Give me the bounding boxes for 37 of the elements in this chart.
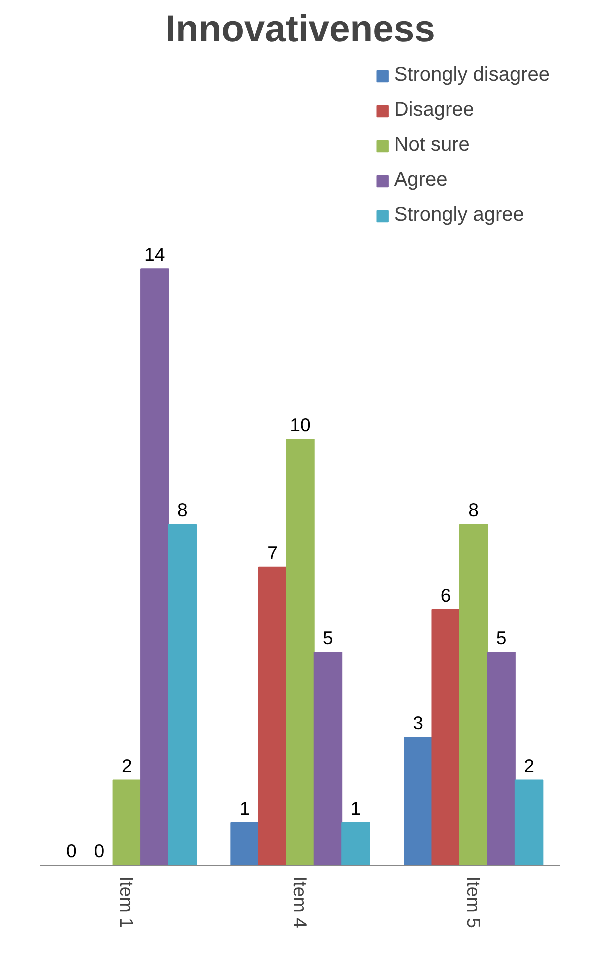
bar (459, 524, 488, 866)
data-label: 14 (144, 244, 166, 266)
bar (230, 822, 260, 866)
legend-label: Strongly disagree (394, 64, 550, 87)
bar (404, 737, 433, 866)
bar (286, 439, 315, 866)
data-label: 0 (94, 840, 105, 862)
bar (140, 268, 170, 866)
legend-label: Strongly agree (394, 204, 524, 227)
data-label: 8 (177, 500, 188, 521)
data-label: 1 (350, 798, 362, 819)
chart-title: Innovativeness (166, 8, 436, 50)
bar (258, 566, 288, 866)
data-label: 8 (468, 500, 480, 521)
data-label: 2 (524, 755, 535, 776)
data-label: 2 (122, 755, 132, 776)
bar (342, 822, 370, 866)
data-label: 1 (240, 798, 250, 819)
bar (168, 524, 197, 866)
data-label: 5 (323, 628, 334, 649)
data-label: 3 (413, 712, 424, 734)
bar (112, 780, 142, 866)
bar (514, 780, 544, 866)
legend-label: Agree (394, 169, 448, 192)
legend-label: Not sure (394, 134, 470, 157)
legend-label: Disagree (394, 99, 474, 122)
data-label: 10 (290, 414, 311, 436)
data-label: 7 (268, 542, 278, 564)
x-tick-label: Item 5 (463, 876, 484, 928)
bar (314, 652, 343, 866)
data-label: 5 (496, 628, 507, 649)
x-tick-label: Item 1 (116, 876, 138, 928)
data-label: 6 (440, 584, 452, 606)
x-tick-label: Item 4 (290, 876, 311, 928)
bar (487, 652, 516, 866)
data-label: 0 (66, 840, 77, 862)
bar (432, 609, 460, 866)
